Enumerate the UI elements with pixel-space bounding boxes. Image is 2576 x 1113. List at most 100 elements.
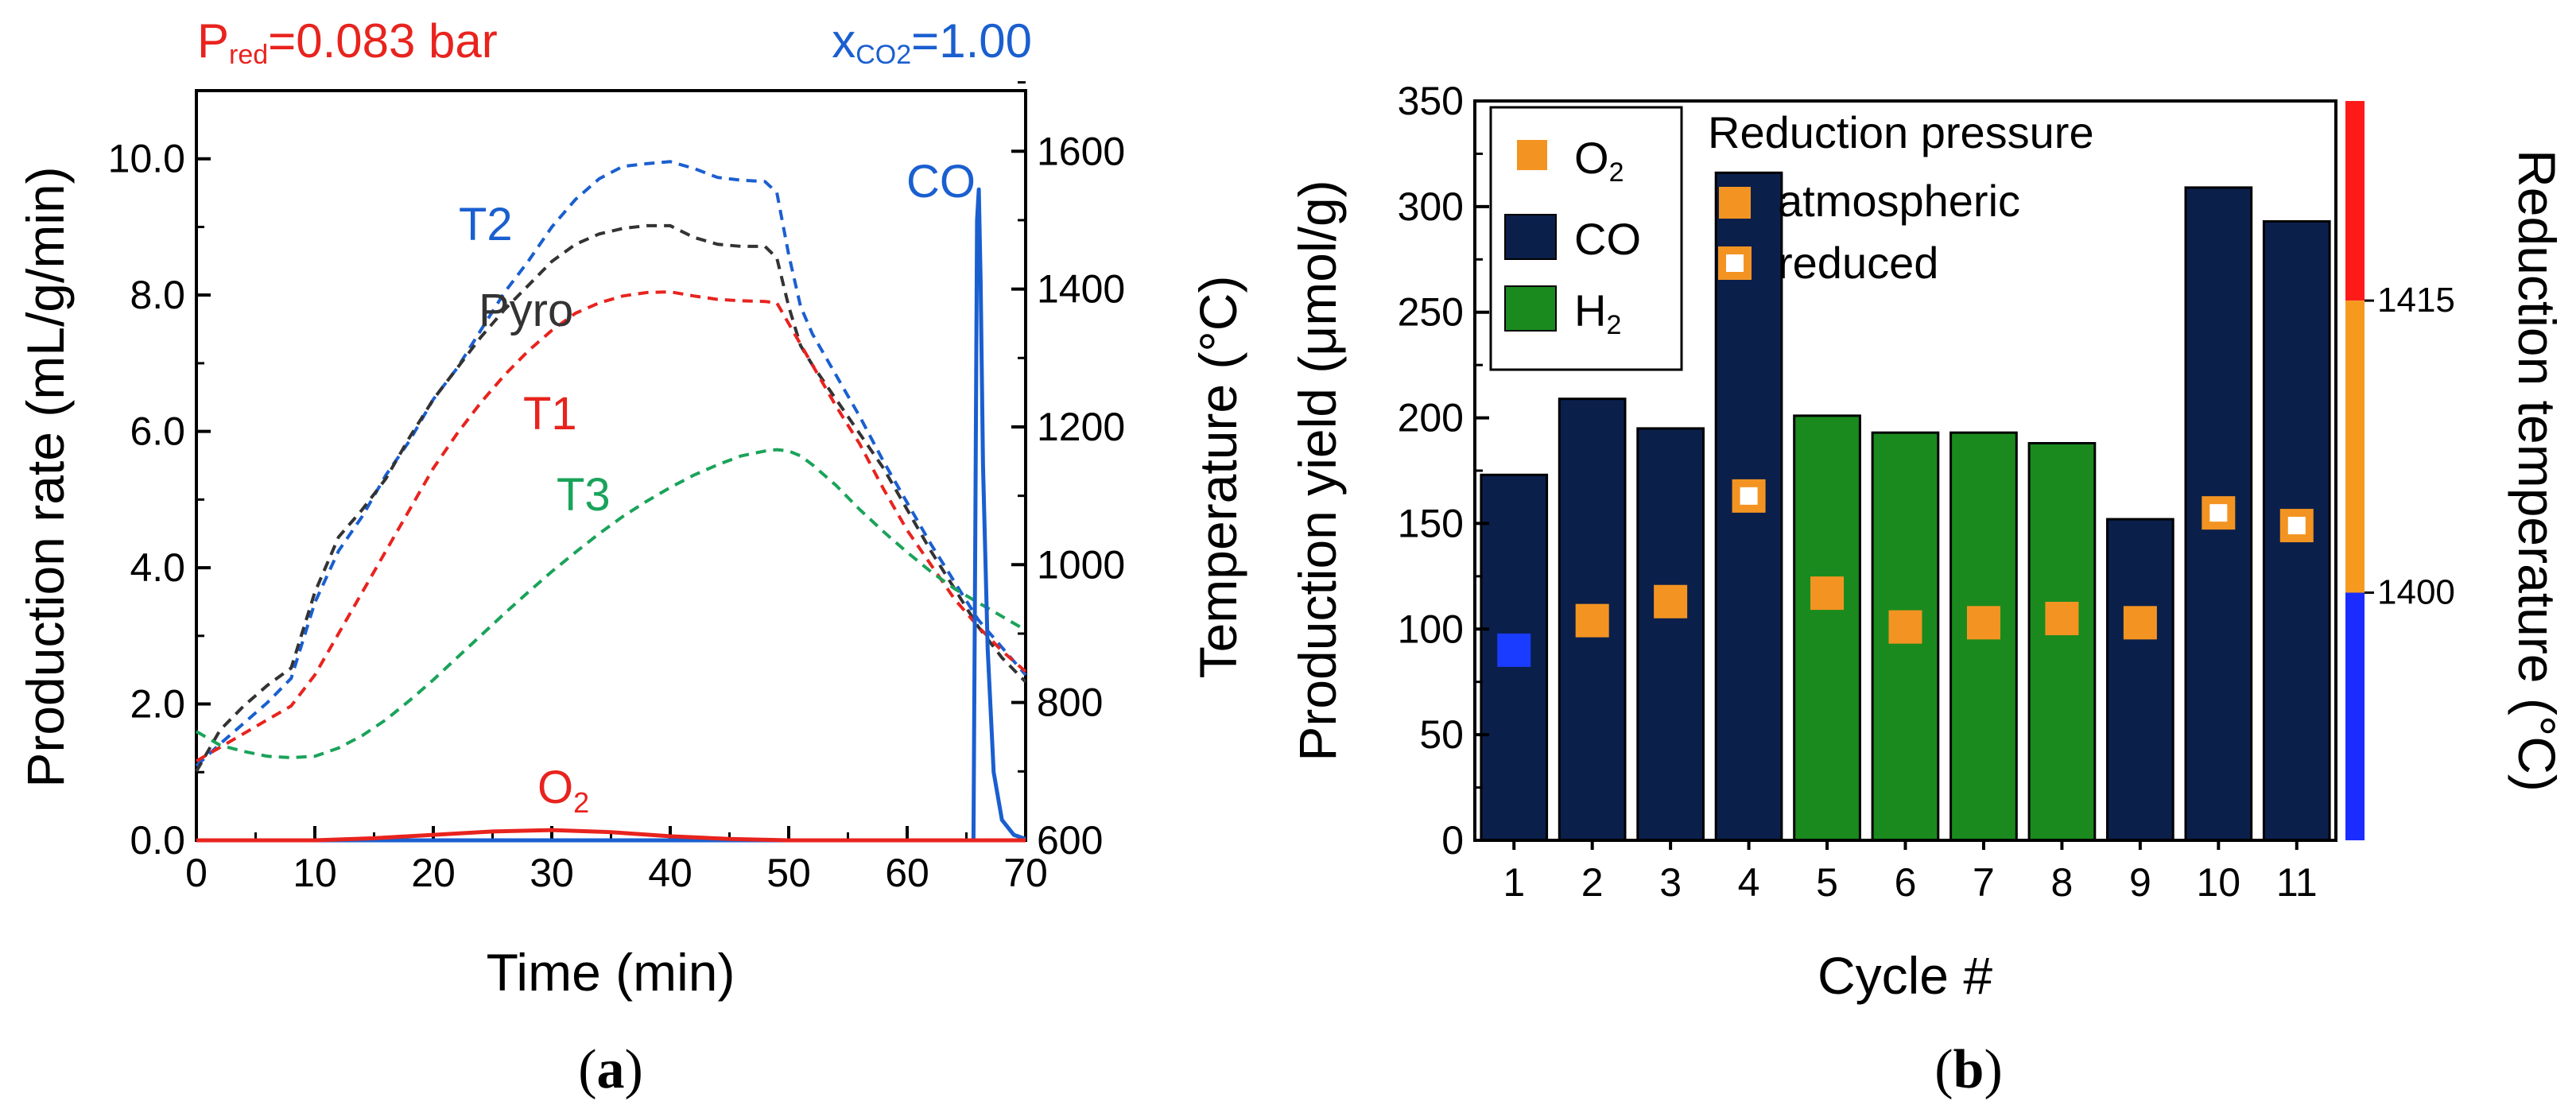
panel-b-x-axis-title: Cycle # xyxy=(1818,946,1992,1005)
legend-o2-sub: 2 xyxy=(1609,157,1624,188)
panel-b-label: (b) xyxy=(1934,1039,2003,1100)
temperature-label-t3: T3 xyxy=(557,469,611,521)
panel-b-y2-axis-title: Reduction temperature (°C) xyxy=(2508,149,2566,792)
panel-b-x-tick-label: 6 xyxy=(1895,860,1917,905)
legend-co-swatch xyxy=(1504,214,1557,260)
panel-a-label: (a) xyxy=(578,1039,643,1100)
colorbar-segment-2 xyxy=(2345,301,2365,593)
reduction-temperature-colorbar: 1415 1400 xyxy=(2345,101,2455,840)
o2-marker-cycle-4 xyxy=(1732,479,1766,513)
pressure-legend-title: Reduction pressure xyxy=(1708,107,2094,157)
co-bar-cycle-9 xyxy=(2106,518,2174,842)
panel-b-label-close: ) xyxy=(1984,1039,2002,1100)
temperature-curve-pyro xyxy=(195,223,1027,773)
panel-b-y-tick-label: 250 xyxy=(1398,290,1464,335)
legend-h2-sub: 2 xyxy=(1606,310,1621,340)
panel-a-label-open: ( xyxy=(578,1039,596,1100)
legend-h2-label: H2 xyxy=(1574,285,1621,340)
panel-b-x-tick-label: 4 xyxy=(1738,860,1760,905)
colorbar-tick-label: 1415 xyxy=(2377,281,2455,320)
legend-reduced-label: reduced xyxy=(1778,238,1938,288)
temperature-label-t2: T2 xyxy=(459,199,513,250)
panel-a-y-tick-label: 0.0 xyxy=(130,818,185,863)
panel-a-x-tick-label: 40 xyxy=(648,851,692,895)
panel-b-o2-markers xyxy=(1497,479,2314,667)
pressure-value: =0.083 bar xyxy=(268,14,498,68)
panel-a-y-tick-label: 8.0 xyxy=(130,273,185,317)
panel-a-y2-tick-label: 1600 xyxy=(1037,129,1125,173)
legend-h2-main: H xyxy=(1574,285,1606,335)
panel-b-y-axis-title: Production yield (μmol/g) xyxy=(1288,180,1347,761)
o2-marker-cycle-8 xyxy=(2045,602,2079,635)
mole-fraction-value: =1.00 xyxy=(911,14,1032,68)
panel-b-y-tick-label: 100 xyxy=(1398,607,1464,651)
panel-a-x-tick-label: 10 xyxy=(293,851,337,895)
panel-b-tick-labels: 0 50 100 150 200 250 300 350 1 2 3 4 5 6 7 8 9 10 11 xyxy=(1398,79,2318,905)
temperature-curve-t3 xyxy=(195,448,1027,760)
panel-a-line-chart: 0 10 20 30 40 50 60 70 0.0 2.0 4.0 6.0 8.0 10.0 600 800… xyxy=(16,14,1247,1100)
colorbar-segment-3 xyxy=(2345,592,2365,840)
panel-b-y-tick-label: 150 xyxy=(1398,501,1464,545)
o2-marker-cycle-2 xyxy=(1575,603,1609,638)
o2-marker-cycle-10 xyxy=(2202,496,2236,530)
panel-a-x-tick-label: 60 xyxy=(885,851,929,895)
legend-o2-swatch xyxy=(1517,140,1547,170)
o2-marker-cycle-11 xyxy=(2279,509,2314,543)
panel-a-tick-labels: 0 10 20 30 40 50 60 70 0.0 2.0 4.0 6.0 8.0 10.0 600 800… xyxy=(108,129,1126,895)
rate-curve-o2 xyxy=(196,828,1026,843)
panel-b-x-tick-label: 7 xyxy=(1973,860,1995,905)
o2-label-subscript: 2 xyxy=(573,786,589,819)
colorbar-tick-label: 1400 xyxy=(2377,572,2455,611)
panel-a-label-close: ) xyxy=(625,1039,643,1100)
panel-a-ticks xyxy=(195,81,1027,842)
pressure-subscript: red xyxy=(229,40,268,70)
o2-marker-cycle-3 xyxy=(1654,584,1688,619)
legend-h2-swatch xyxy=(1504,285,1557,332)
panel-a-x-tick-label: 30 xyxy=(530,851,574,895)
legend-co-label: CO xyxy=(1574,214,1641,264)
legend-atmospheric-label: atmospheric xyxy=(1778,176,2020,226)
panel-a-x-axis-title: Time (min) xyxy=(487,943,735,1002)
temperature-curve-t1 xyxy=(195,290,1027,763)
species-legend: O2 CO H2 xyxy=(1489,106,1683,371)
h2-bar-cycle-8 xyxy=(2027,442,2097,842)
o2-marker-cycle-6 xyxy=(1888,610,1922,644)
o2-curve-label: O2 xyxy=(537,762,589,819)
panel-a-y-tick-label: 2.0 xyxy=(130,682,185,727)
panel-b-x-tick-label: 1 xyxy=(1503,860,1525,905)
co-peak-label: CO xyxy=(906,156,976,207)
panel-b-y-tick-label: 50 xyxy=(1419,712,1464,757)
panel-b-y-tick-label: 200 xyxy=(1398,396,1464,440)
temperature-curve-t2 xyxy=(195,160,1027,767)
panel-b-y-tick-label: 350 xyxy=(1398,79,1464,123)
mole-fraction-symbol: x xyxy=(832,14,855,68)
panel-a-curves xyxy=(195,160,1027,843)
co-bar-cycle-3 xyxy=(1636,427,1705,842)
o2-marker-cycle-7 xyxy=(1966,606,2000,640)
panel-a-x-tick-label: 70 xyxy=(1003,851,1048,895)
o2-label-main: O xyxy=(537,762,573,813)
panel-a-y2-tick-label: 1200 xyxy=(1037,405,1125,449)
panel-b-label-open: ( xyxy=(1934,1039,1953,1100)
panel-a-x-tick-label: 50 xyxy=(766,851,811,895)
panel-a-y2-tick-label: 600 xyxy=(1037,818,1103,863)
panel-a-y-axis-title: Production rate (mL/g/min) xyxy=(16,166,75,787)
panel-b-x-tick-label: 8 xyxy=(2051,860,2074,905)
co2-fraction-annotation: xCO2=1.00 xyxy=(832,14,1032,70)
panel-a-label-letter: a xyxy=(597,1039,625,1100)
panel-b-x-tick-label: 5 xyxy=(1816,860,1838,905)
panel-a-y2-tick-label: 1000 xyxy=(1037,542,1125,587)
panel-a-y2-tick-label: 800 xyxy=(1037,681,1103,725)
legend-reduced-swatch xyxy=(1718,246,1752,280)
panel-b-x-tick-label: 2 xyxy=(1581,860,1604,905)
panel-a-y-tick-label: 6.0 xyxy=(130,409,185,454)
legend-o2-label: O2 xyxy=(1574,133,1624,188)
colorbar-segment-1 xyxy=(2345,101,2365,301)
panel-b-ticks xyxy=(1475,99,2299,850)
panel-b-x-tick-label: 3 xyxy=(1659,860,1682,905)
temperature-label-t1: T1 xyxy=(523,388,577,440)
reduction-pressure-annotation: Pred=0.083 bar xyxy=(197,14,498,70)
panel-b-y-tick-label: 300 xyxy=(1398,184,1464,229)
